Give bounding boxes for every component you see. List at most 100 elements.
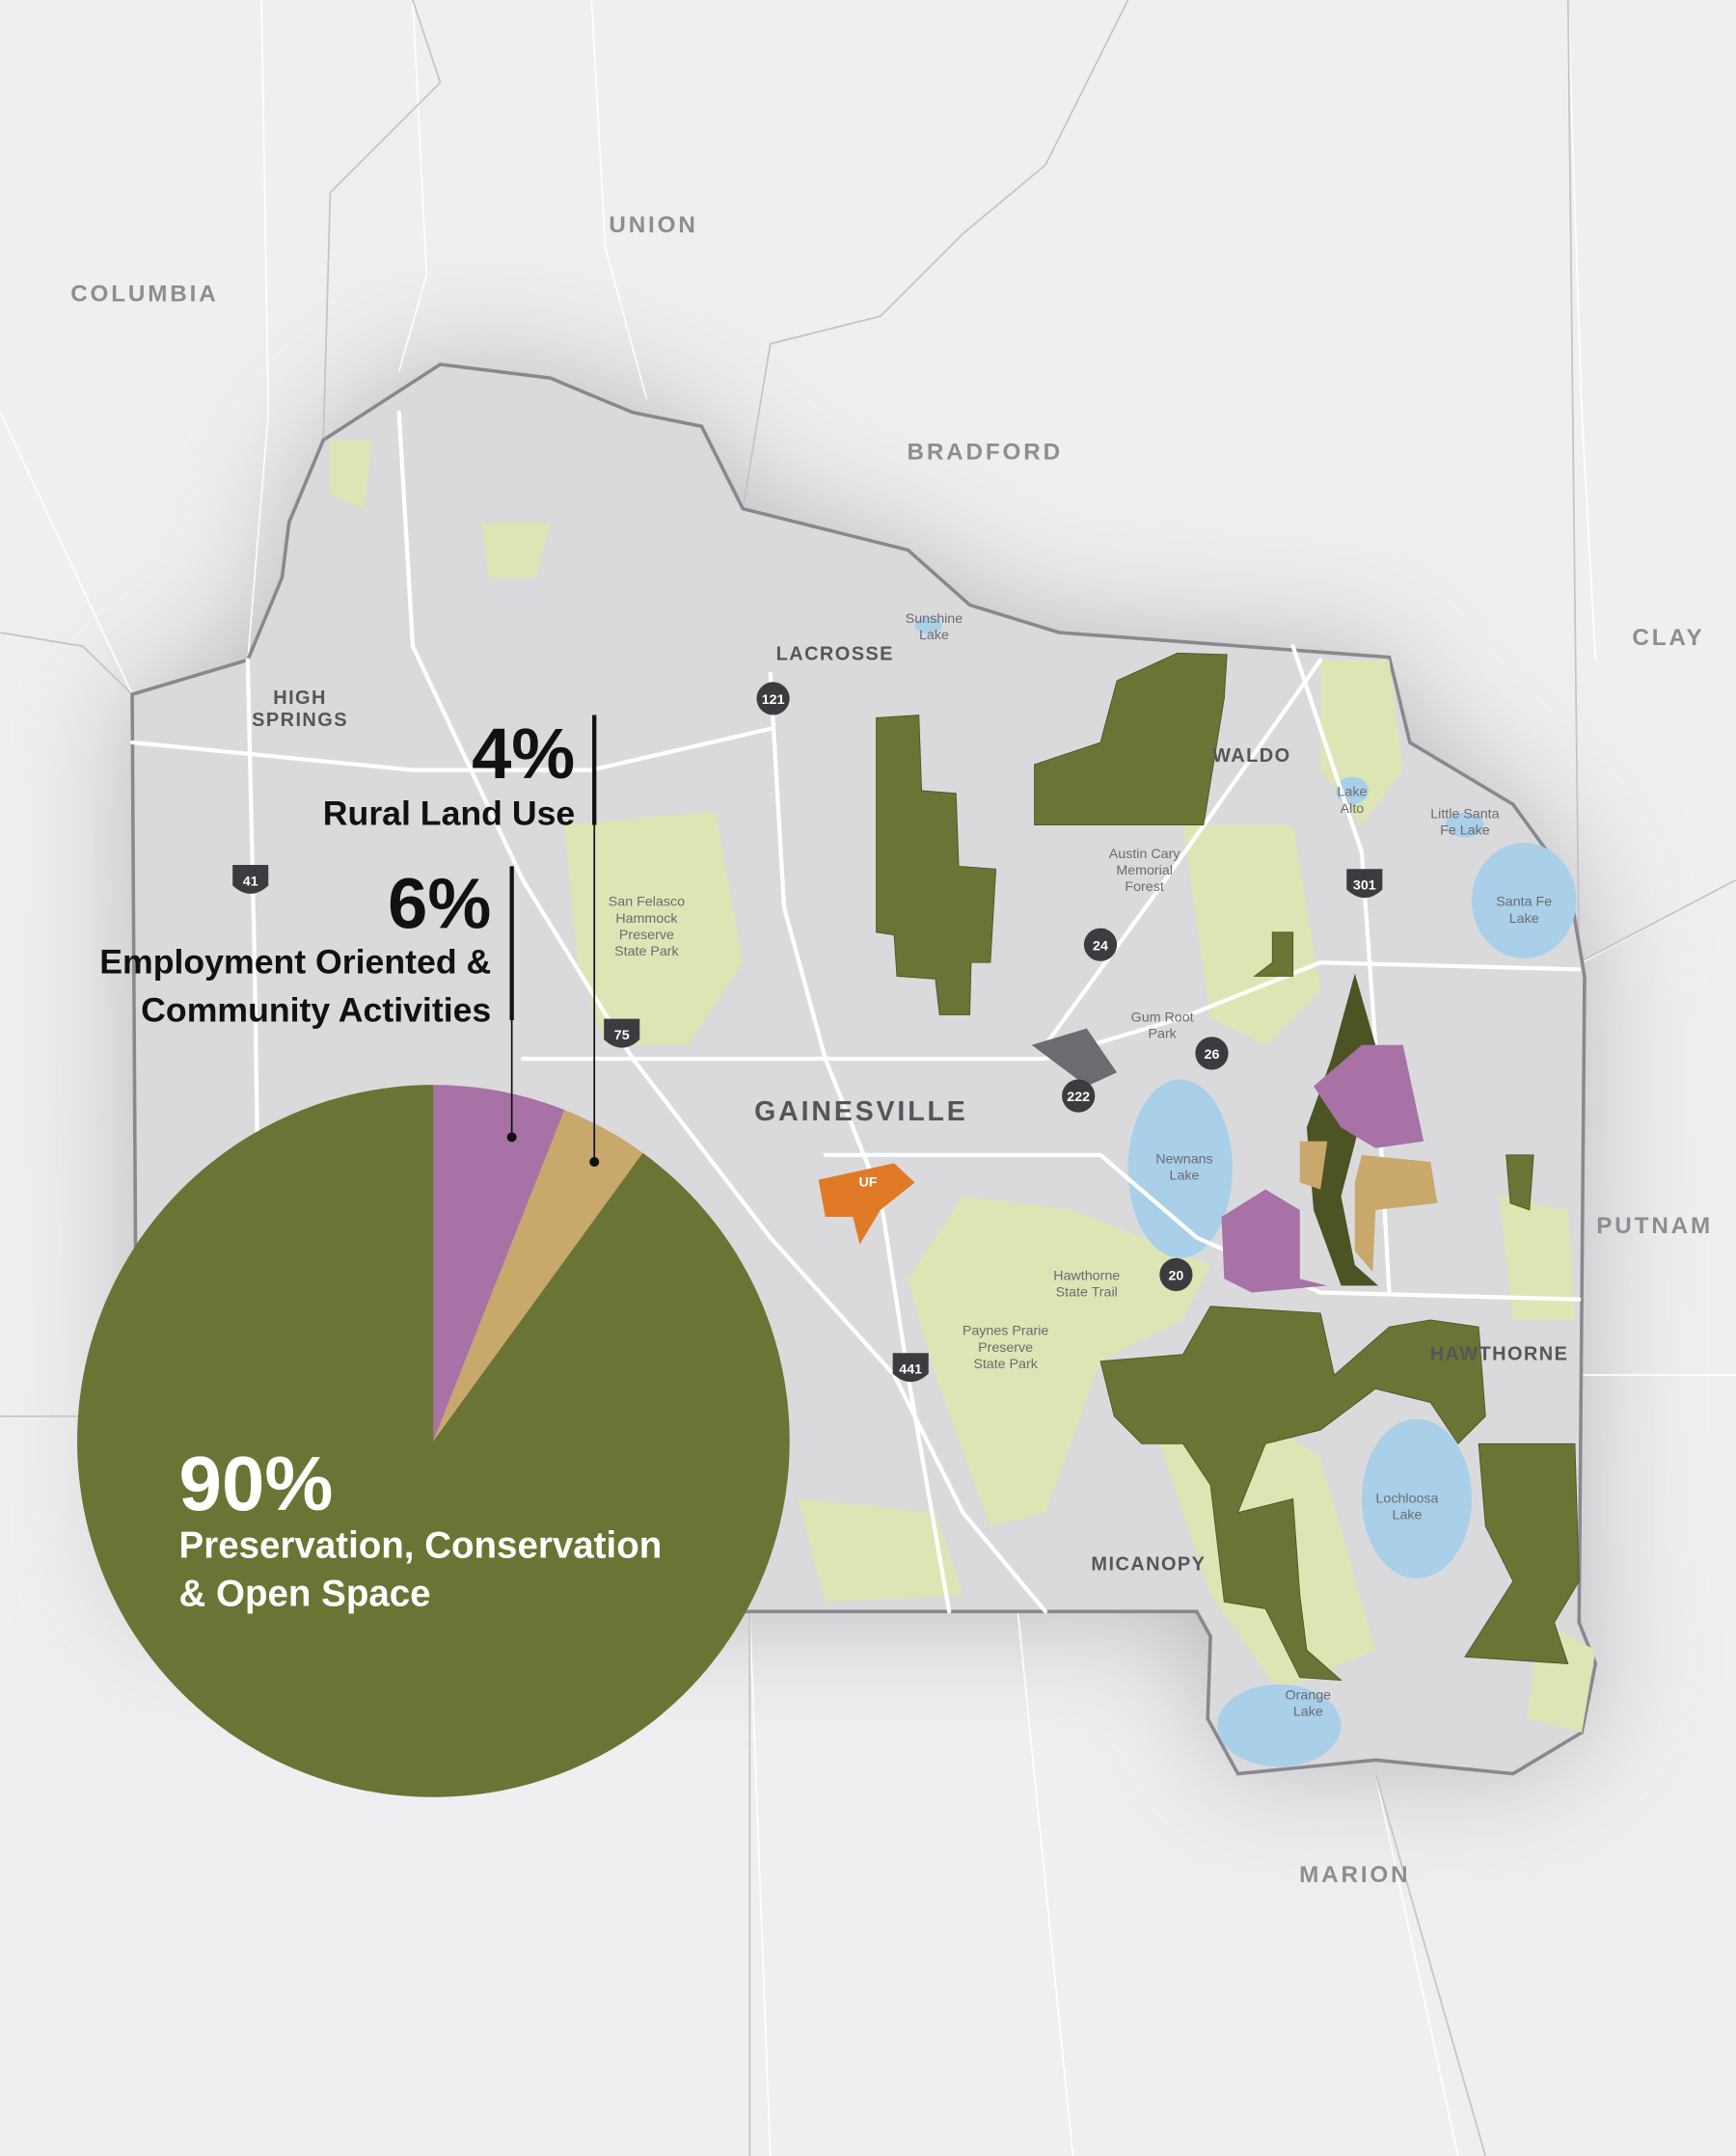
text-line: Employment Oriented & (99, 943, 491, 982)
text-line: Lake (1170, 1169, 1200, 1184)
text-line: Santa Fe (1496, 895, 1552, 910)
text-line: Gum Root (1131, 1011, 1194, 1026)
place-label: Sunshine Lake (906, 611, 963, 643)
route-shield (232, 864, 269, 894)
text-line: State Trail (1056, 1285, 1118, 1301)
county-label: CLAY (1632, 625, 1704, 651)
text-line: Lake (1293, 1705, 1323, 1720)
route-shield (892, 1353, 929, 1383)
place-label: Newnans Lake (1155, 1151, 1212, 1183)
route-number: 41 (243, 874, 258, 889)
text-line: Preserve (978, 1340, 1033, 1356)
place-label: Little Santa Fe Lake (1430, 806, 1499, 838)
route-shield (1195, 1037, 1229, 1070)
text-line: San Felasco (609, 895, 685, 910)
text-line: State Park (614, 944, 679, 959)
place-label: Lochloosa Lake (1376, 1492, 1439, 1523)
rural-areas (1299, 1141, 1438, 1273)
slice-name-label: Preservation, Conservation & Open Space (179, 1525, 663, 1615)
campus-area (818, 1163, 915, 1245)
leader-dot (589, 1156, 600, 1167)
text-line: & Open Space (179, 1574, 431, 1615)
city-label: WALDO (1212, 745, 1290, 767)
text-line: Preserve (619, 928, 674, 943)
airport (1031, 1028, 1118, 1087)
route-shield (1159, 1257, 1193, 1292)
route-shield (604, 1018, 640, 1048)
text-line: Paynes Prarie (963, 1324, 1049, 1339)
conservation-areas (876, 652, 1580, 1682)
route-number: 301 (1353, 878, 1376, 894)
text-line: Orange (1286, 1688, 1332, 1704)
leaders (506, 714, 600, 1167)
text-line: Forest (1125, 879, 1163, 895)
text-line: Lake (1509, 911, 1539, 927)
pie-slice (77, 1085, 790, 1797)
county-label: PUTNAM (1596, 1213, 1713, 1239)
route-number: 121 (762, 692, 785, 708)
place-label: Santa Fe Lake (1496, 895, 1552, 927)
slice-name-label: Rural Land Use (323, 795, 575, 833)
text-line: Memorial (1116, 863, 1173, 878)
pie-slice (433, 1085, 565, 1442)
slice-name-label: Employment Oriented & Community Activitie… (99, 943, 491, 1030)
lakes (914, 617, 1577, 1767)
route-number: 26 (1205, 1047, 1220, 1063)
text-line: Little Santa (1430, 806, 1499, 822)
text-line: Alto (1341, 801, 1365, 817)
slice-value-label: 4% (472, 714, 575, 794)
city-label: GAINESVILLE (754, 1096, 967, 1127)
route-shield (1062, 1079, 1096, 1113)
pie-slice (433, 1110, 643, 1442)
text-line: Lake (919, 628, 949, 643)
route-shield (756, 682, 790, 715)
text-line: State Park (973, 1357, 1038, 1372)
map-labels: COLUMBIA UNION BRADFORD CLAY PUTNAM MARION HIG… (70, 212, 1713, 1888)
route-shield (1083, 928, 1118, 961)
text-line: HIGH (273, 687, 327, 709)
text-line: Preservation, Conservation (179, 1525, 663, 1567)
text-line: Hawthorne (1053, 1269, 1120, 1284)
pie-chart (77, 1085, 790, 1797)
text-line: Hammock (615, 911, 678, 927)
city-label: LACROSSE (776, 643, 894, 664)
text-line: Newnans (1155, 1151, 1212, 1167)
county-label: BRADFORD (907, 439, 1062, 465)
place-label: Austin Cary Memorial Forest (1109, 847, 1181, 895)
place-label: Gum Root Park (1131, 1011, 1194, 1042)
slice-value-label: 6% (388, 864, 491, 944)
text-line: Lochloosa (1376, 1492, 1439, 1507)
route-shield (1346, 869, 1383, 899)
campus-label: UF (858, 1175, 877, 1191)
route-number: 24 (1093, 938, 1108, 954)
place-label: Paynes Prarie Preserve State Park (963, 1324, 1049, 1372)
county-label: UNION (609, 212, 697, 238)
route-number: 222 (1067, 1090, 1090, 1105)
text-line: Park (1149, 1027, 1178, 1042)
text-line: Community Activities (141, 991, 491, 1030)
leader-dot (506, 1132, 517, 1143)
county-label: MARION (1299, 1862, 1410, 1888)
parks (330, 440, 1596, 1733)
text-line: Lake (1338, 785, 1368, 800)
text-line: SPRINGS (252, 710, 348, 731)
text-line: Lake (1393, 1508, 1423, 1523)
city-label: MICANOPY (1091, 1554, 1206, 1576)
text-line: Austin Cary (1109, 847, 1181, 862)
employment-areas (1221, 1044, 1424, 1293)
text-line: Sunshine (906, 611, 963, 627)
county-label: COLUMBIA (70, 281, 218, 307)
city-label: HIGH SPRINGS (252, 687, 348, 731)
route-number: 20 (1168, 1269, 1183, 1284)
city-label: HAWTHORNE (1430, 1343, 1569, 1364)
place-label: Lake Alto (1338, 785, 1368, 817)
place-label: Hawthorne State Trail (1053, 1269, 1120, 1301)
place-label: Orange Lake (1286, 1688, 1332, 1720)
slice-value-label: 90% (179, 1441, 334, 1526)
route-number: 75 (614, 1028, 630, 1043)
text-line: Fe Lake (1440, 823, 1490, 839)
route-number: 441 (899, 1362, 922, 1378)
